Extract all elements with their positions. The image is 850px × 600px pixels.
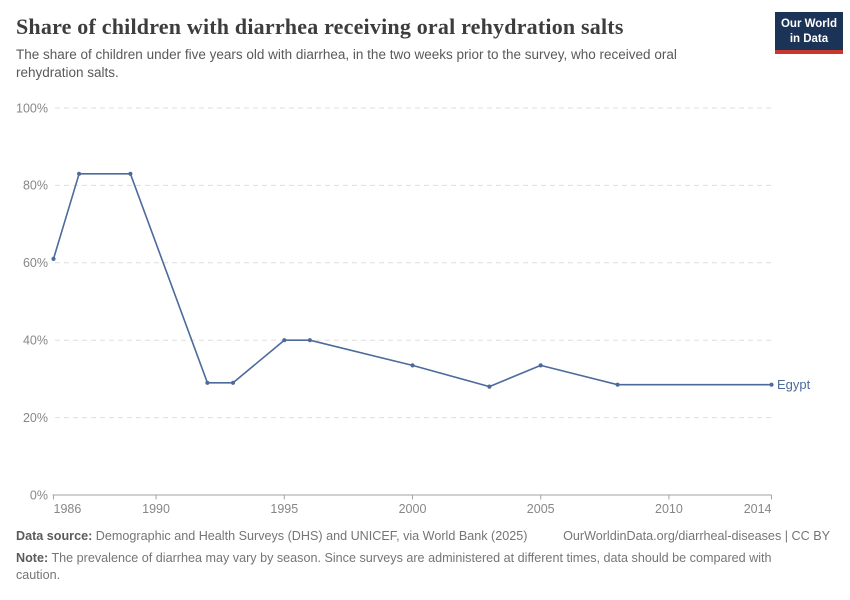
data-point-1987	[77, 171, 82, 176]
data-source-label: Data source:	[16, 529, 93, 543]
x-tick-label-1995: 1995	[270, 502, 298, 516]
footnote-label: Note:	[16, 550, 49, 565]
data-point-2005	[538, 363, 543, 368]
x-tick-label-1990: 1990	[142, 502, 170, 516]
y-tick-label-0: 0%	[30, 488, 48, 502]
data-point-1986	[51, 256, 56, 261]
chart-subtitle: The share of children under five years o…	[16, 47, 677, 80]
data-point-2008	[615, 382, 620, 387]
footnote: Note: The prevalence of diarrhea may var…	[16, 550, 830, 585]
footnote-text: The prevalence of diarrhea may vary by s…	[16, 550, 772, 583]
data-point-2014	[769, 382, 774, 387]
x-tick-label-2005: 2005	[527, 502, 555, 516]
data-point-1993	[230, 380, 236, 385]
y-tick-label-20: 20%	[23, 411, 48, 425]
data-source-text: Demographic and Health Surveys (DHS) and…	[95, 529, 528, 543]
data-point-2000	[410, 363, 415, 368]
x-tick-label-2010: 2010	[655, 502, 683, 516]
series-line-egypt	[52, 173, 773, 388]
chart-header: Share of children with diarrhea receivin…	[16, 14, 742, 81]
attribution: OurWorldinData.org/diarrheal-diseases | …	[563, 529, 830, 543]
x-tick-label-2014: 2014	[744, 502, 772, 516]
data-point-1996	[307, 338, 312, 343]
owid-logo-line1: Our World	[780, 18, 837, 30]
data-point-1995	[282, 338, 287, 343]
y-tick-label-40: 40%	[23, 334, 48, 348]
owid-logo: Our World in Data	[774, 12, 843, 54]
data-point-1989	[128, 171, 133, 176]
chart-title: Share of children with diarrhea receivin…	[16, 14, 624, 39]
data-point-2003	[487, 384, 492, 389]
owid-logo-line2: in Data	[789, 32, 829, 45]
data-source: Data source: Demographic and Health Surv…	[16, 528, 527, 546]
y-tick-label-80: 80%	[23, 179, 48, 193]
series-label-egypt: Egypt	[777, 377, 811, 392]
y-tick-label-60: 60%	[23, 256, 48, 270]
x-tick-label-1986: 1986	[54, 502, 82, 516]
y-tick-label-100: 100%	[16, 101, 48, 115]
data-point-1992	[205, 380, 210, 385]
chart-footer: Data source: Demographic and Health Surv…	[16, 528, 830, 585]
x-tick-label-2000: 2000	[399, 502, 427, 516]
